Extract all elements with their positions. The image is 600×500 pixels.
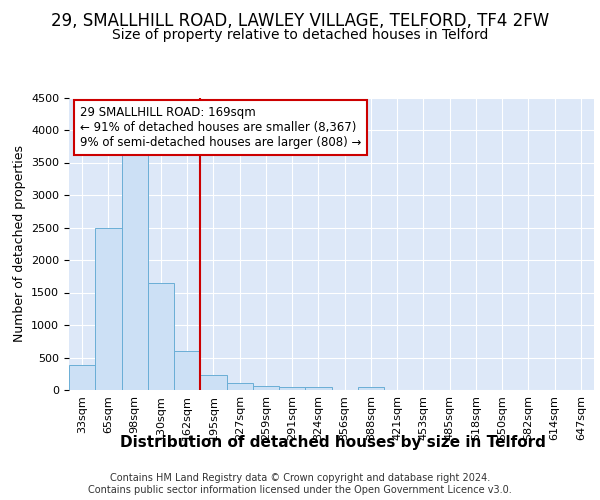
Text: Contains HM Land Registry data © Crown copyright and database right 2024.
Contai: Contains HM Land Registry data © Crown c… [88,474,512,495]
Bar [253,386,279,390]
Y-axis label: Number of detached properties: Number of detached properties [13,145,26,342]
Text: 29, SMALLHILL ROAD, LAWLEY VILLAGE, TELFORD, TF4 2FW: 29, SMALLHILL ROAD, LAWLEY VILLAGE, TELF… [51,12,549,30]
Bar [95,228,121,390]
Text: Size of property relative to detached houses in Telford: Size of property relative to detached ho… [112,28,488,42]
Bar [200,375,227,390]
Bar [174,351,200,390]
Text: Distribution of detached houses by size in Telford: Distribution of detached houses by size … [120,435,546,450]
Bar [148,283,174,390]
Bar [358,387,384,390]
Bar [121,146,148,390]
Bar [227,383,253,390]
Text: 29 SMALLHILL ROAD: 169sqm
← 91% of detached houses are smaller (8,367)
9% of sem: 29 SMALLHILL ROAD: 169sqm ← 91% of detac… [79,106,361,150]
Bar [69,366,95,390]
Bar [279,388,305,390]
Bar [305,388,331,390]
